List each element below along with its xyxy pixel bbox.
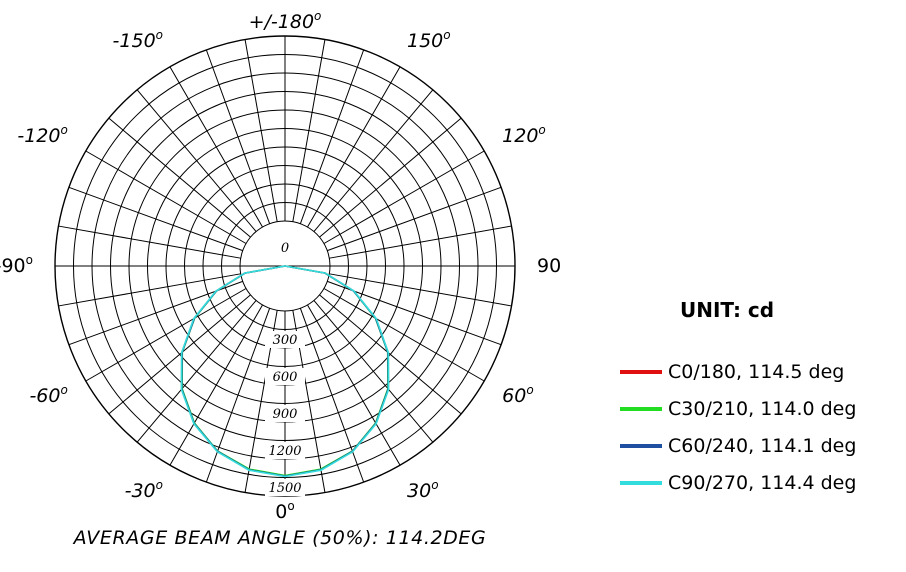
angle-label: -150o <box>113 28 163 52</box>
legend-label: C60/240, 114.1 deg <box>668 434 857 457</box>
angle-label-value: -120 <box>17 125 60 147</box>
legend-label: C0/180, 114.5 deg <box>668 360 845 383</box>
grid-spoke <box>205 308 271 483</box>
angle-label-degree: o <box>287 499 294 513</box>
angle-label: 30o <box>407 478 439 502</box>
angle-label: 0o <box>275 499 294 520</box>
angle-label-degree: o <box>314 9 321 23</box>
angle-label-value: 0 <box>275 501 287 520</box>
angle-label-degree: o <box>60 383 67 397</box>
angle-label-value: -90 <box>0 255 26 277</box>
grid-spoke <box>307 304 401 466</box>
angle-label-value: +/-180 <box>249 11 314 33</box>
ring-label: 300 <box>273 333 298 348</box>
angle-label-degree: o <box>156 28 163 42</box>
legend-swatch <box>620 443 662 448</box>
angle-label-degree: o <box>526 383 533 397</box>
grid-spoke <box>85 288 247 382</box>
angle-label: 60o <box>502 383 534 407</box>
ring-label: 1200 <box>268 444 301 459</box>
grid-spoke <box>205 49 271 224</box>
angle-label: 120o <box>502 123 546 147</box>
beam-angle-footer: AVERAGE BEAM ANGLE (50%): 114.2DEG <box>73 527 487 549</box>
angle-labels: +/-180o-150o150o-120o120o-90o90o-60o60o-… <box>0 9 560 520</box>
grid-spoke <box>68 280 243 346</box>
grid-spoke <box>313 89 434 232</box>
grid-spoke <box>136 300 257 443</box>
legend-item: C60/240, 114.1 deg <box>620 427 856 464</box>
angle-label-value: 120 <box>502 125 538 147</box>
angle-label: +/-180o <box>249 9 322 33</box>
angle-label-degree: o <box>156 478 163 492</box>
ring-label-bg <box>265 331 305 348</box>
ring-label-bg <box>265 405 305 422</box>
grid-spoke <box>323 150 485 244</box>
grid-spoke <box>108 117 251 238</box>
ring-label: 1500 <box>268 481 301 496</box>
angle-label: 150o <box>407 28 451 52</box>
grid-spoke <box>292 39 326 222</box>
ring-labels: 0 300 600 900 1200 1500 <box>265 241 305 496</box>
angle-label-degree: o <box>431 478 438 492</box>
angle-label-degree: o <box>26 253 33 267</box>
grid-spoke <box>329 225 512 259</box>
grid-spoke <box>136 89 257 232</box>
grid-spoke <box>299 308 365 483</box>
legend-label: C30/210, 114.0 deg <box>668 397 857 420</box>
angle-label-value: 60 <box>502 385 526 407</box>
grid-spoke <box>327 186 502 252</box>
angle-label: -90o <box>0 253 33 277</box>
legend-swatch <box>620 480 662 485</box>
angle-label-value: 30 <box>407 480 431 502</box>
legend-swatch <box>620 369 662 374</box>
grid-spoke <box>58 273 241 307</box>
legend-item: C90/270, 114.4 deg <box>620 464 856 501</box>
series-line <box>180 265 390 478</box>
ring-label-bg <box>265 479 305 496</box>
legend: C0/180, 114.5 deg C30/210, 114.0 deg C60… <box>620 353 856 501</box>
legend-swatch <box>620 406 662 411</box>
ring-label: 600 <box>273 370 298 385</box>
grid-spoke <box>313 300 434 443</box>
legend-item: C0/180, 114.5 deg <box>620 353 856 390</box>
unit-label: UNIT: cd <box>680 298 775 322</box>
angle-label-value: -150 <box>113 30 156 52</box>
angle-label-degree: o <box>443 28 450 42</box>
angle-label: -120o <box>17 123 67 147</box>
angle-label-degree: o <box>60 123 67 137</box>
angle-label-value: -60 <box>29 385 60 407</box>
grid-spoke <box>319 117 462 238</box>
grid-spoke <box>329 273 512 307</box>
ring-label-bg <box>265 368 305 385</box>
legend-item: C30/210, 114.0 deg <box>620 390 856 427</box>
angle-label: -30o <box>125 478 163 502</box>
ring-label: 900 <box>273 407 298 422</box>
grid-spoke <box>85 150 247 244</box>
angle-label-value: -30 <box>125 480 156 502</box>
grid-spoke <box>169 304 263 466</box>
grid-spoke <box>244 39 278 222</box>
legend-label: C90/270, 114.4 deg <box>668 471 857 494</box>
grid-spoke <box>319 294 462 415</box>
angle-label: -60o <box>29 383 67 407</box>
grid-spoke <box>323 288 485 382</box>
grid-spoke <box>108 294 251 415</box>
grid-spoke <box>299 49 365 224</box>
ring-label: 0 <box>281 241 289 256</box>
grid-spoke <box>68 186 243 252</box>
angle-label: 90o <box>537 253 560 277</box>
angle-label-value: 150 <box>407 30 443 52</box>
grid-spoke <box>307 66 401 228</box>
grid-spoke <box>327 280 502 346</box>
ring-label-bg <box>265 442 305 459</box>
series-layer <box>180 265 390 478</box>
grid-spoke <box>58 225 241 259</box>
angle-label-degree: o <box>538 123 545 137</box>
grid-spoke <box>169 66 263 228</box>
angle-label-value: 90 <box>537 255 560 277</box>
polar-grid <box>54 35 516 497</box>
